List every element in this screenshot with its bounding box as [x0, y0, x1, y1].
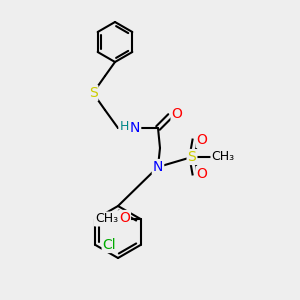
Text: S: S: [88, 86, 98, 100]
Text: O: O: [196, 167, 207, 181]
Text: N: N: [130, 121, 140, 135]
Text: O: O: [172, 107, 182, 121]
Text: S: S: [188, 150, 196, 164]
Text: H: H: [119, 119, 129, 133]
Text: CH₃: CH₃: [212, 151, 235, 164]
Text: N: N: [153, 160, 163, 174]
Text: O: O: [119, 211, 130, 225]
Text: CH₃: CH₃: [95, 212, 118, 226]
Text: O: O: [196, 133, 207, 147]
Text: Cl: Cl: [103, 238, 116, 252]
